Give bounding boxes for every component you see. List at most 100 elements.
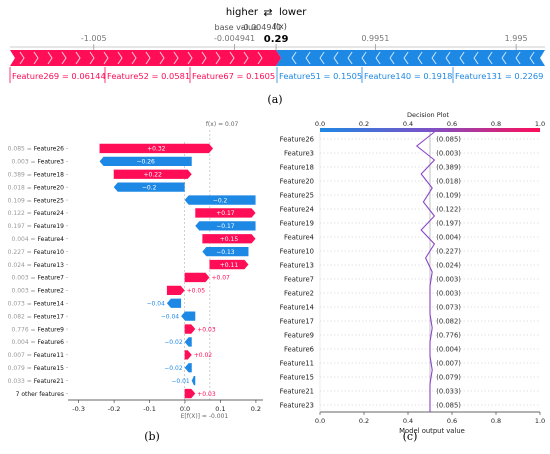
negative-chevron: [431, 51, 437, 65]
decision-feature-label: Feature10: [280, 247, 314, 255]
waterfall-category-label: 0.033 = Feature21: [8, 378, 65, 385]
decision-feature-label: Feature3: [284, 149, 314, 157]
lower-label: lower: [279, 7, 307, 18]
decision-feature-value: (0.082): [436, 317, 461, 325]
expected-value-annotation: E[f(X)] = -0.001: [181, 413, 229, 420]
waterfall-category-label: 0.109 = Feature25: [8, 197, 65, 204]
waterfall-bar: [181, 311, 196, 321]
positive-chevron: [131, 51, 137, 65]
negative-chevron: [291, 51, 297, 65]
positive-chevron: [19, 51, 25, 65]
decision-feature-value: (0.122): [436, 205, 461, 213]
decision-feature-label: Feature23: [280, 401, 314, 409]
force-axis-tick-label: -1.005: [81, 34, 107, 43]
panel-label-b: (b): [144, 430, 160, 443]
decision-feature-label: Feature6: [284, 345, 314, 353]
decision-path: [415, 131, 436, 412]
positive-chevron: [117, 51, 123, 65]
waterfall-category-label: 0.389 = Feature18: [8, 171, 65, 178]
colorbar-tick-label: 1.0: [535, 120, 545, 128]
waterfall-category-label: 0.085 = Feature26: [8, 146, 65, 153]
positive-chevron: [173, 51, 179, 65]
decision-feature-value: (0.003): [436, 149, 461, 157]
negative-chevron: [361, 51, 367, 65]
higher-lower-arrow-icon: ⇄: [263, 6, 272, 19]
waterfall-value-label: +0.17: [216, 210, 235, 217]
waterfall-bar: [113, 169, 192, 179]
decision-feature-label: Feature25: [280, 191, 314, 199]
positive-chevron: [257, 51, 263, 65]
waterfall-bar: [166, 298, 182, 308]
decision-x-tick-label: 0.0: [315, 417, 325, 425]
waterfall-value-label: +0.03: [197, 391, 216, 398]
colorbar-tick-label: 0.4: [403, 120, 413, 128]
decision-feature-label: Feature2: [284, 289, 314, 297]
negative-chevron: [529, 51, 535, 65]
force-feature-label: Feature131 = 0.2269: [455, 71, 543, 81]
waterfall-category-label: 0.079 = Feature15: [8, 365, 65, 372]
waterfall-value-label: +0.22: [144, 171, 163, 178]
panel-label-a: (a): [267, 93, 282, 106]
waterfall-value-label: +0.02: [194, 352, 213, 359]
force-bands: [10, 50, 545, 66]
colorbar-tick-label: 0.2: [359, 120, 369, 128]
force-feature-label: Feature52 = 0.0581: [107, 71, 190, 81]
decision-x-tick-label: 0.2: [359, 417, 369, 425]
waterfall-x-tick-label: -0.1: [143, 405, 156, 413]
force-plot: higher ⇄ lower f(x) base value -1.005 -0.…: [9, 6, 545, 83]
negative-chevron: [389, 51, 395, 65]
waterfall-bar: [184, 363, 192, 373]
decision-feature-value: (0.073): [436, 303, 461, 311]
waterfall-bar: [99, 156, 192, 166]
force-feature-label: Feature67 = 0.1605: [192, 71, 275, 81]
negative-chevron: [515, 51, 521, 65]
decision-feature-label: Feature15: [280, 373, 314, 381]
waterfall-category-label: 0.227 = Feature10: [8, 249, 65, 256]
waterfall-category-label: 0.003 = Feature2: [11, 288, 64, 295]
decision-feature-value: (0.227): [436, 247, 461, 255]
waterfall-value-label: −0.01: [171, 378, 190, 385]
decision-plot: Decision Plot 0.0 0.2 0.4 0.6 0.8 1.0 Feature26…: [280, 111, 546, 435]
panel-label-c: (c): [403, 430, 418, 443]
decision-feature-value: (0.004): [436, 233, 461, 241]
decision-feature-label: Feature20: [280, 177, 314, 185]
waterfall-value-label: +0.05: [187, 288, 206, 295]
waterfall-value-label: −0.04: [161, 313, 180, 320]
force-axis-ticks: -1.005 -0.004941 0.29 0.9951 1.995: [81, 34, 528, 50]
decision-plot-title: Decision Plot: [407, 111, 449, 119]
waterfall-category-label: 0.073 = Feature14: [8, 300, 65, 307]
decision-feature-value: (0.109): [436, 191, 461, 199]
positive-chevron: [103, 51, 109, 65]
negative-chevron: [403, 51, 409, 65]
decision-x-tick-label: 0.8: [491, 417, 501, 425]
decision-feature-label: Feature9: [284, 331, 314, 339]
waterfall-bar: [184, 337, 192, 347]
waterfall-category-label: 7 other features: [16, 391, 64, 398]
waterfall-bar: [113, 182, 185, 192]
waterfall-plot: f(x) = 0.07 E[f(X)] = -0.001 +0.32 0.085 = …: [8, 121, 263, 420]
positive-chevron: [229, 51, 235, 65]
decision-x-tick-label: 0.6: [447, 417, 457, 425]
decision-feature-label: Feature24: [280, 205, 314, 213]
negative-chevron: [347, 51, 353, 65]
waterfall-bar: [184, 388, 196, 399]
waterfall-x-tick-label: -0.3: [72, 405, 85, 413]
positive-force-band: [10, 50, 282, 66]
positive-chevron: [75, 51, 81, 65]
waterfall-category-label: 0.004 = Feature4: [11, 236, 64, 243]
negative-chevron: [473, 51, 479, 65]
waterfall-bar: [202, 234, 256, 244]
positive-chevron: [215, 51, 221, 65]
waterfall-x-tick-label: -0.2: [108, 405, 121, 413]
decision-feature-value: (0.003): [436, 275, 461, 283]
decision-feature-label: Feature4: [284, 233, 314, 241]
negative-chevron: [459, 51, 465, 65]
waterfall-value-label: −0.2: [142, 184, 157, 191]
waterfall-bar: [209, 259, 249, 270]
waterfall-bar: [191, 376, 196, 386]
negative-chevron: [487, 51, 493, 65]
decision-feature-value: (0.007): [436, 359, 461, 367]
force-axis-tick-label: -0.004941: [214, 34, 255, 43]
negative-force-band: [276, 50, 545, 66]
decision-feature-label: Feature21: [280, 387, 314, 395]
